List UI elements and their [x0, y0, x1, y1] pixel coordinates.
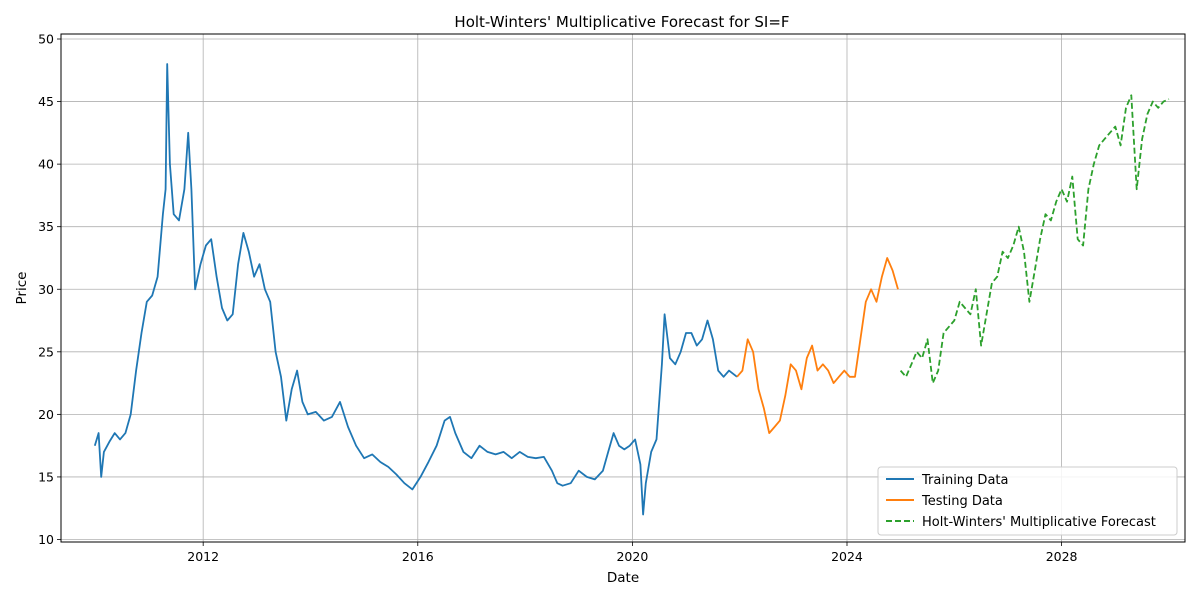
legend-label-training: Training Data: [921, 473, 1008, 488]
series-line-training: [93, 63, 738, 516]
y-tick-label: 25: [38, 344, 54, 359]
y-tick-label: 15: [38, 469, 54, 484]
chart-title: Holt-Winters' Multiplicative Forecast fo…: [454, 13, 789, 31]
series-line-forecast: [899, 94, 1170, 385]
y-tick-label: 35: [38, 219, 54, 234]
plot-frame: [60, 33, 1186, 543]
y-tick-label: 20: [38, 407, 54, 422]
y-axis-ticks: 10 15 20 25 30 35 40 45 50: [38, 32, 61, 547]
x-tick-label: 2016: [402, 549, 434, 564]
legend-label-testing: Testing Data: [921, 494, 1003, 509]
legend-label-forecast: Holt-Winters' Multiplicative Forecast: [922, 515, 1156, 530]
x-tick-label: 2020: [616, 549, 648, 564]
series-layer: [93, 63, 1170, 516]
legend-box: [877, 466, 1178, 536]
y-tick-label: 45: [38, 94, 54, 109]
y-tick-label: 10: [38, 532, 54, 547]
legend: Training Data Testing Data Holt-Winters'…: [877, 466, 1178, 536]
x-tick-label: 2012: [187, 549, 219, 564]
y-tick-label: 40: [38, 157, 54, 172]
y-axis-label: Price: [14, 272, 30, 305]
x-tick-label: 2028: [1046, 549, 1078, 564]
y-tick-label: 30: [38, 282, 54, 297]
y-tick-label: 50: [38, 32, 54, 47]
x-axis-label: Date: [607, 570, 639, 586]
series-line-testing: [736, 257, 899, 435]
x-axis-ticks: 2012 2016 2020 2024 2028: [187, 542, 1078, 564]
x-tick-label: 2024: [831, 549, 863, 564]
